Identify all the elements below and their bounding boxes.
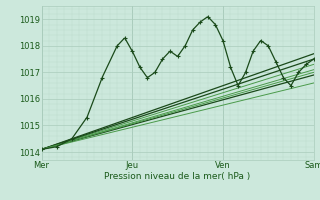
X-axis label: Pression niveau de la mer( hPa ): Pression niveau de la mer( hPa ) bbox=[104, 172, 251, 181]
